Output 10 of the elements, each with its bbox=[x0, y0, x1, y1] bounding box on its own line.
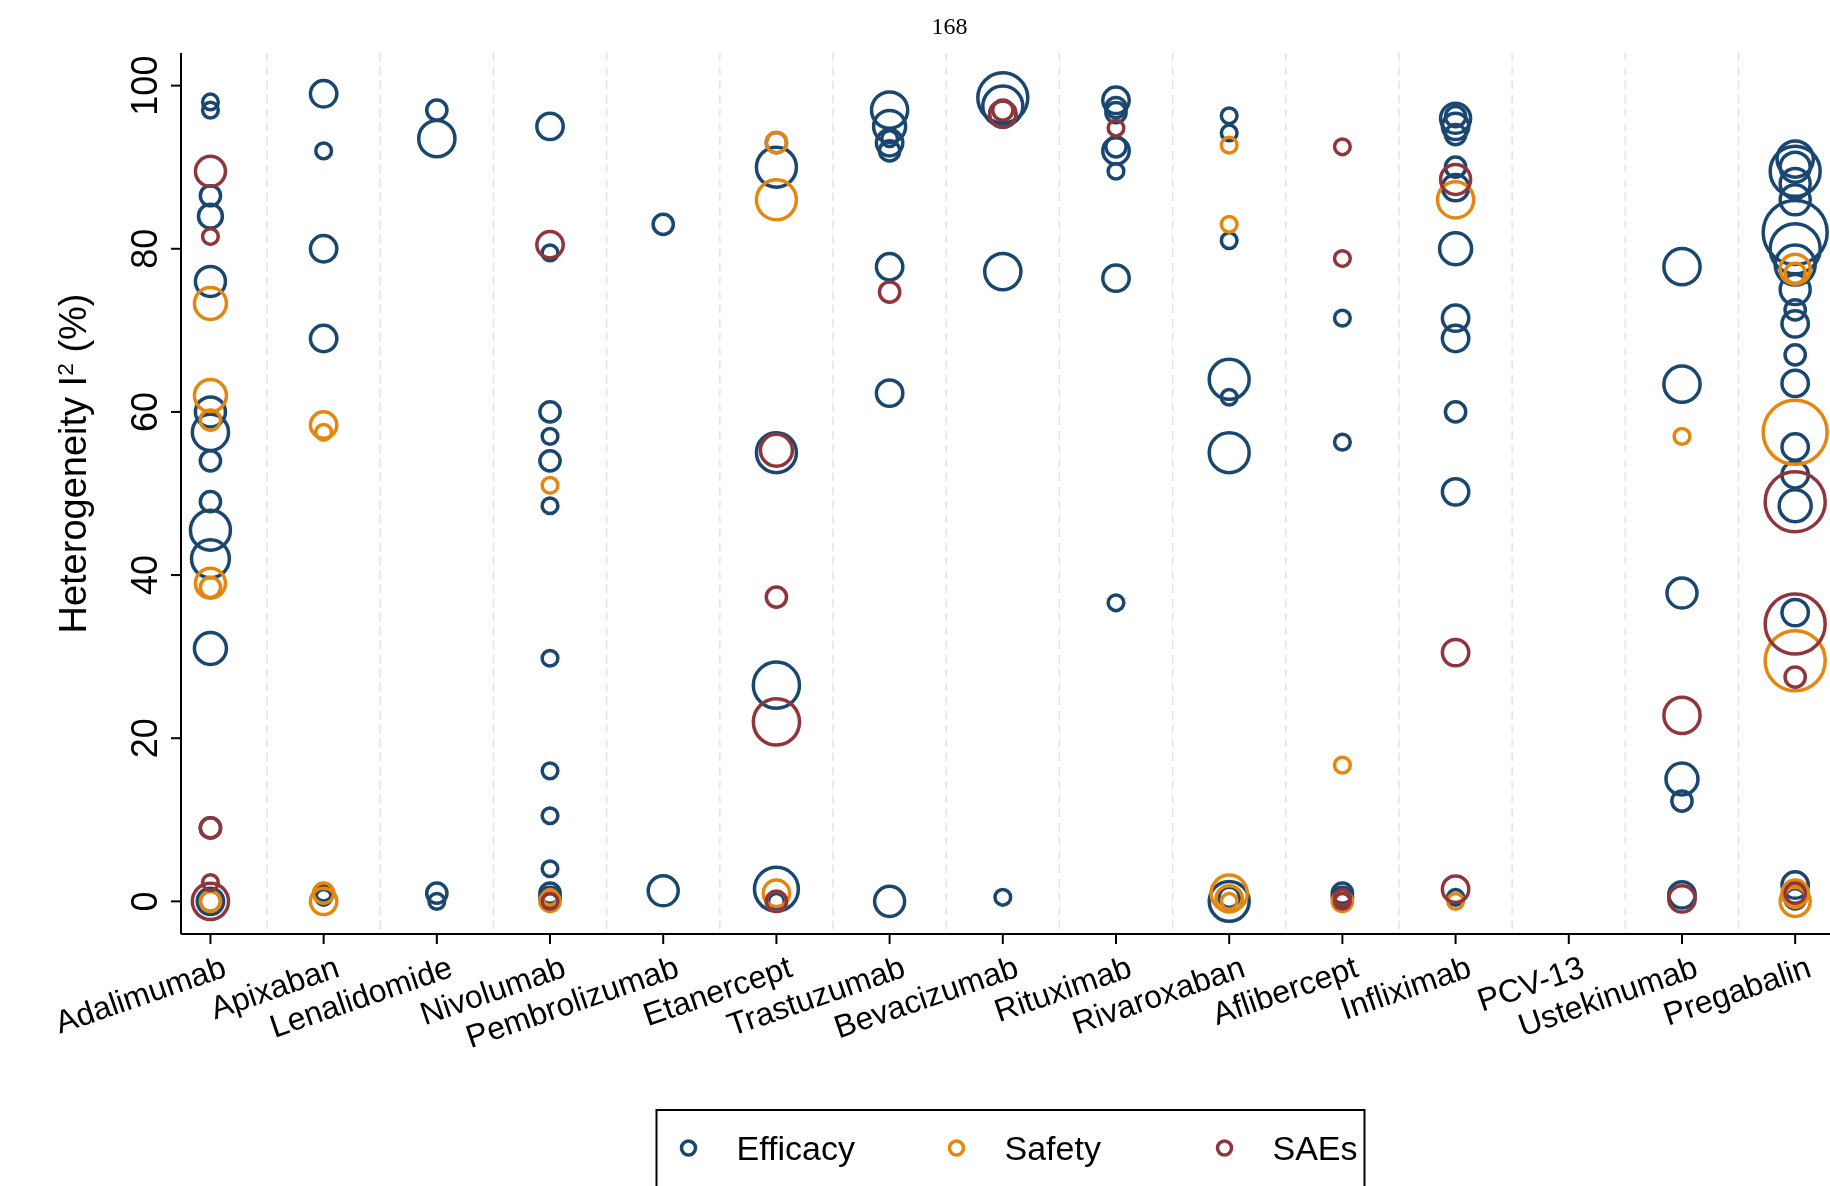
y-tick-label: 80 bbox=[124, 228, 165, 269]
legend-label: Safety bbox=[1004, 1129, 1101, 1167]
y-tick-label: 60 bbox=[124, 391, 165, 432]
text: 168 bbox=[931, 13, 968, 39]
y-tick-label: 40 bbox=[124, 555, 165, 596]
y-tick-label: 0 bbox=[124, 891, 165, 912]
legend-label: SAEs bbox=[1272, 1129, 1358, 1167]
y-tick-label: 20 bbox=[124, 718, 165, 759]
y-tick-label: 100 bbox=[124, 55, 165, 116]
legend-label: Efficacy bbox=[736, 1129, 855, 1167]
